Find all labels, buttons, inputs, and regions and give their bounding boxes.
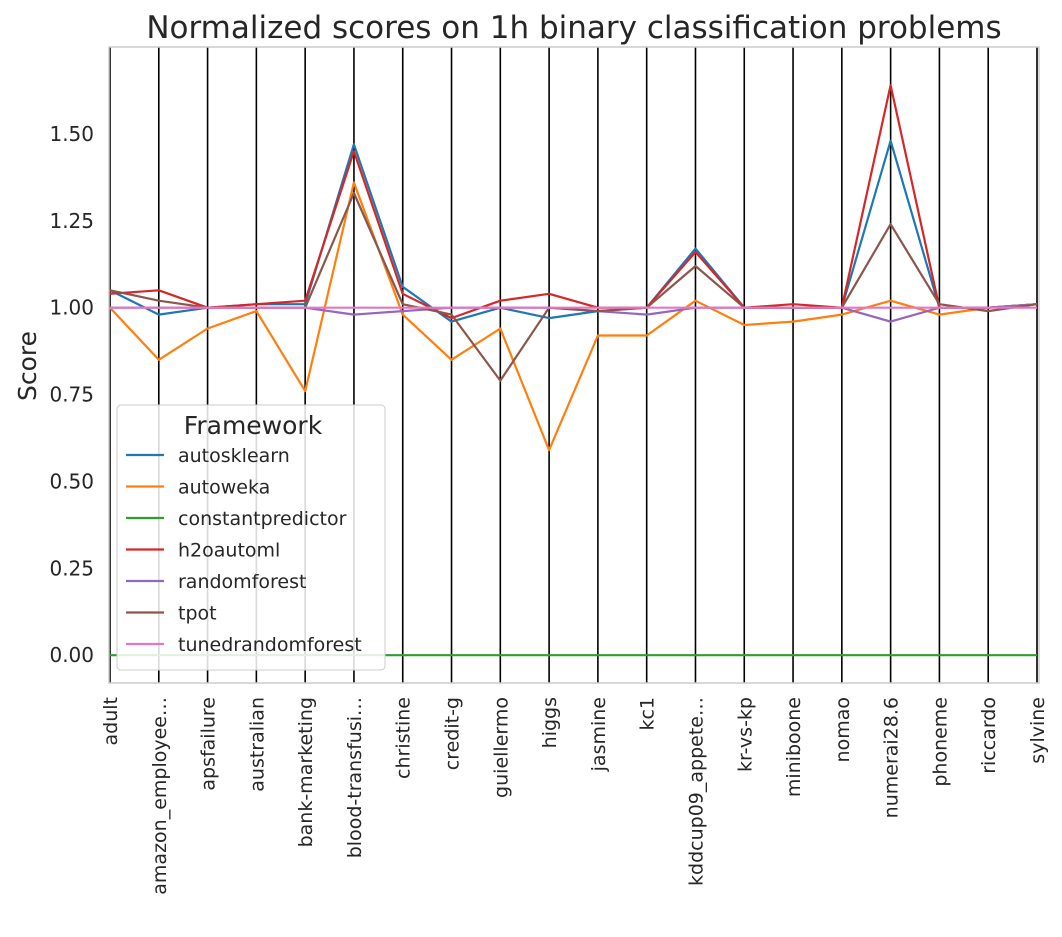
y-axis-ticks: 0.00 0.25 0.50 0.75 1.00 1.25 1.50 [49, 122, 94, 667]
x-tick-label: apsfailure [198, 697, 220, 791]
legend-label-tpot: tpot [178, 603, 217, 625]
series-line-autoweka [109, 181, 1038, 452]
x-tick-label: bank-marketing [295, 697, 317, 847]
x-tick-label: riccardo [978, 697, 1000, 774]
x-tick-label: guiellermo [490, 697, 512, 798]
y-tick-label: 0.00 [49, 643, 94, 667]
x-tick-label: numerai28.6 [881, 697, 903, 818]
x-tick-label: adult [100, 697, 122, 745]
series-line-autosklearn [109, 139, 1038, 323]
x-tick-label: christine [393, 697, 415, 779]
x-tick-label: amazon_employee… [149, 697, 171, 895]
legend: Framework autosklearn autoweka constantpre… [116, 404, 386, 671]
series-line-tpot [109, 191, 1038, 382]
x-tick-label: kc1 [637, 697, 659, 731]
chart-title: Normalized scores on 1h binary classific… [146, 10, 1001, 46]
x-tick-label: miniboone [783, 697, 805, 797]
legend-label-constantpredictor: constantpredictor [178, 508, 347, 530]
series-lines [109, 84, 1038, 657]
legend-label-autoweka: autoweka [178, 477, 270, 499]
series-line-h2oautoml [109, 84, 1038, 320]
legend-items: autosklearn autoweka constantpredictor h2oa… [126, 445, 362, 656]
legend-label-tunedrandomforest: tunedrandomforest [178, 634, 362, 656]
y-tick-label: 0.50 [49, 469, 94, 493]
x-tick-label: higgs [539, 697, 561, 748]
legend-label-randomforest: randomforest [178, 571, 306, 593]
x-tick-label: australian [246, 697, 268, 792]
x-axis-ticks: adult amazon_employee… apsfailure australia… [100, 697, 1049, 895]
x-tick-label: credit-g [442, 697, 464, 770]
y-tick-label: 0.25 [49, 556, 94, 580]
legend-label-autosklearn: autosklearn [178, 445, 290, 467]
x-tick-label: jasmine [588, 697, 610, 772]
y-tick-label: 0.75 [49, 383, 94, 407]
legend-title: Framework [184, 411, 323, 440]
x-tick-label: nomao [832, 697, 854, 762]
x-tick-label: blood-transfusi… [344, 697, 366, 858]
plot-frame [108, 46, 1040, 684]
y-tick-label: 1.00 [49, 296, 94, 320]
y-tick-label: 1.25 [49, 209, 94, 233]
legend-box [116, 404, 386, 671]
x-tick-label: phoneme [929, 697, 951, 787]
y-tick-label: 1.50 [49, 122, 94, 146]
legend-label-h2oautoml: h2oautoml [178, 540, 280, 562]
x-tick-label: kddcup09_appete… [685, 697, 707, 886]
x-tick-label: kr-vs-kp [734, 697, 756, 772]
y-axis-label: Score [13, 331, 42, 401]
x-tick-label: sylvine [1027, 697, 1049, 764]
